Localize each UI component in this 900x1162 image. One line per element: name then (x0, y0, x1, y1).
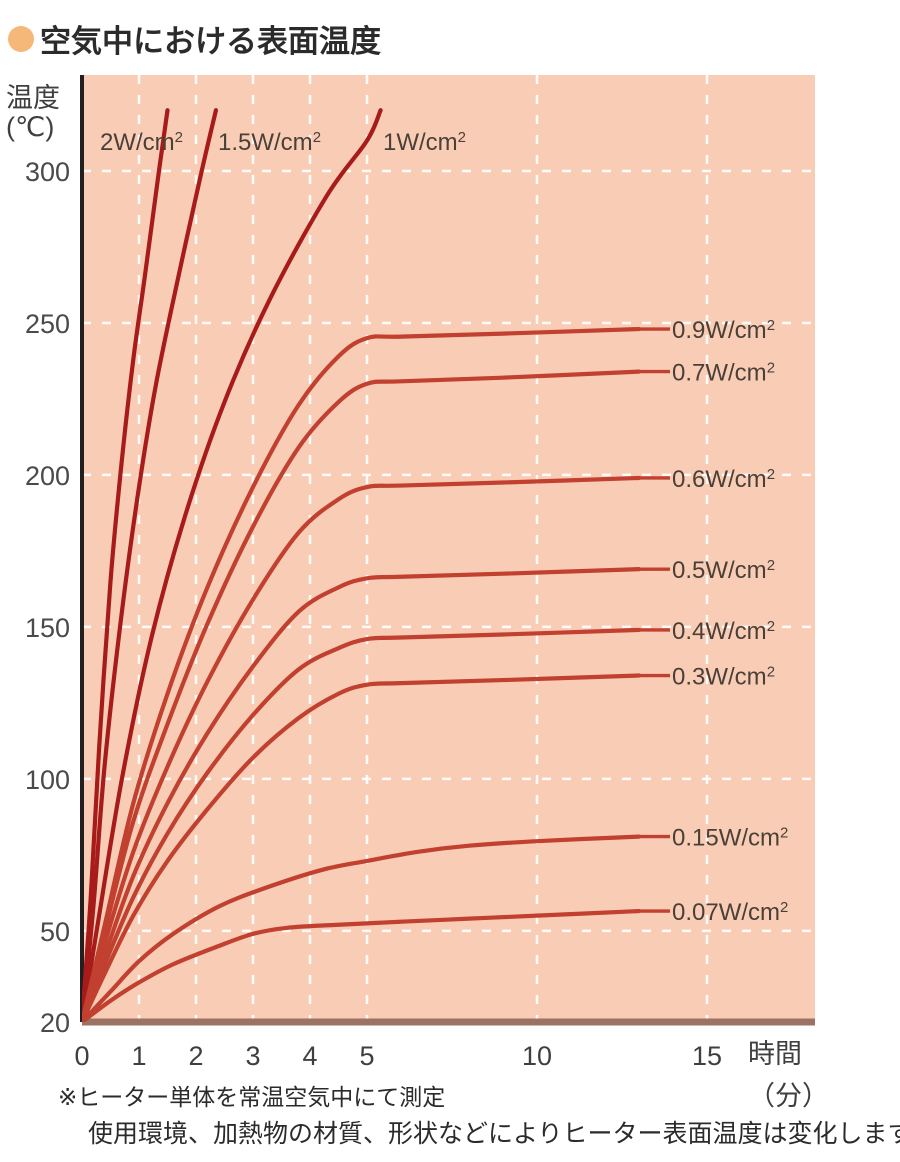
series-label: 0.7W/cm2 (672, 359, 775, 387)
series-label: 2W/cm2 (100, 129, 183, 157)
series-label: 0.4W/cm2 (672, 617, 775, 645)
footnote-line-2: 使用環境、加熱物の材質、形状などによりヒーター表面温度は変化します。 (88, 1120, 900, 1148)
series-line (82, 673, 642, 1022)
series-label: 0.07W/cm2 (672, 899, 788, 927)
x-tick-label: 3 (245, 1041, 260, 1071)
x-tick-label: 0 (74, 1041, 89, 1071)
series-label: 0.9W/cm2 (672, 317, 775, 345)
x-axis-caption-line2: （分） (748, 1081, 829, 1111)
x-tick-label: 10 (522, 1041, 552, 1071)
y-axis-caption-line2: (℃) (6, 112, 55, 142)
series-label: 0.6W/cm2 (672, 465, 775, 493)
y-tick-label: 250 (25, 309, 70, 339)
x-axis-caption-line1: 時間 (748, 1039, 802, 1069)
bullet-icon (8, 25, 34, 52)
series-label: 0.3W/cm2 (672, 663, 775, 691)
series-line (82, 834, 642, 1022)
x-tick-label: 4 (302, 1041, 317, 1071)
y-axis-caption-line1: 温度 (6, 83, 60, 113)
series-line (82, 908, 642, 1022)
y-tick-label: 200 (25, 461, 70, 491)
series-line (82, 369, 642, 1022)
page-title: 空気中における表面温度 (8, 16, 381, 61)
series-line (82, 108, 383, 1022)
series-label: 0.5W/cm2 (672, 557, 775, 585)
series-label: 1.5W/cm2 (218, 129, 321, 157)
series-line (82, 567, 642, 1022)
series-line (82, 627, 642, 1022)
plot-background (82, 75, 815, 1022)
series-label: 1W/cm2 (383, 129, 466, 157)
y-tick-label: 150 (25, 613, 70, 643)
series-line (82, 108, 219, 1022)
footnote-line-1: ※ヒーター単体を常温空気中にて測定 (58, 1084, 446, 1110)
x-tick-label: 5 (359, 1041, 374, 1071)
y-tick-label: 50 (40, 917, 70, 947)
curves-group (82, 108, 670, 1022)
x-tick-label: 15 (692, 1041, 722, 1071)
y-tick-label: 300 (25, 157, 70, 187)
series-label: 0.15W/cm2 (672, 824, 788, 852)
y-tick-label: 100 (25, 765, 70, 795)
x-tick-label: 2 (188, 1041, 203, 1071)
series-line (82, 475, 642, 1022)
series-line (82, 326, 642, 1022)
y-tick-label: 20 (40, 1008, 70, 1038)
x-tick-label: 1 (131, 1041, 146, 1071)
series-line (82, 108, 170, 1022)
title-label: 空気中における表面温度 (40, 24, 381, 59)
